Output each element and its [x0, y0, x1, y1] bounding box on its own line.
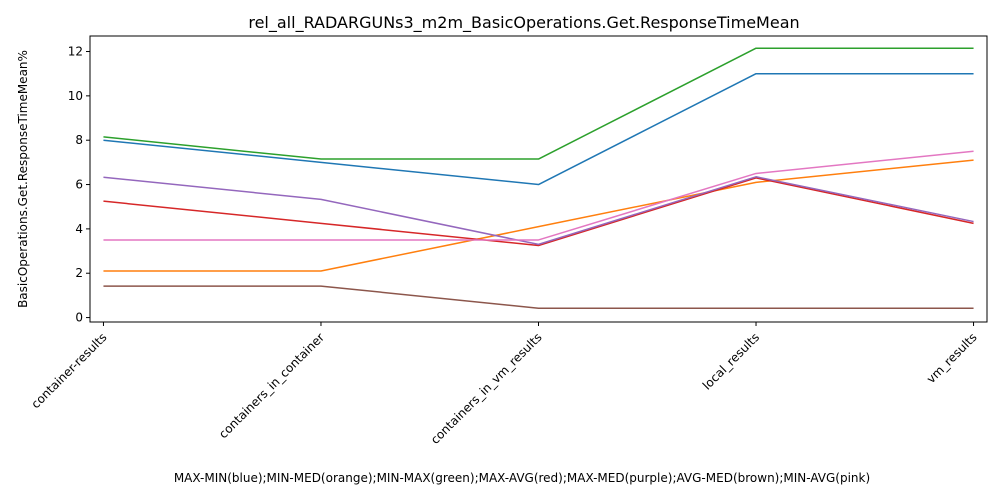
y-tick-label: 4	[75, 222, 83, 236]
series-line-6	[103, 150, 974, 241]
y-tick-label: 10	[68, 89, 83, 103]
series-lines	[103, 47, 974, 309]
x-axis-label: MAX-MIN(blue);MIN-MED(orange);MIN-MAX(gr…	[174, 471, 870, 485]
y-tick-label: 6	[75, 178, 83, 192]
y-tick-label: 2	[75, 266, 83, 280]
series-line-4	[103, 176, 974, 246]
x-tick-label: containers_in_container	[216, 330, 327, 441]
y-tick-label: 8	[75, 133, 83, 147]
y-tick-label: 12	[68, 45, 83, 59]
x-tick-label: local_results	[700, 330, 762, 392]
chart-title: rel_all_RADARGUNs3_m2m_BasicOperations.G…	[248, 13, 799, 33]
series-line-1	[103, 159, 974, 272]
series-line-2	[103, 47, 974, 160]
series-line-5	[103, 285, 974, 309]
x-tick-label: containers_in_vm_results	[428, 330, 545, 447]
series-line-0	[103, 72, 974, 186]
y-tick-label: 0	[75, 311, 83, 325]
y-axis-label: BasicOperations.Get.ResponseTimeMean%	[16, 50, 30, 308]
series-line-3	[103, 177, 974, 247]
plot-area	[89, 35, 988, 323]
x-tick-label: vm_results	[924, 330, 980, 386]
x-axis: container-results containers_in_container…	[29, 322, 980, 447]
y-axis: 0 2 4 6 8 10 12	[68, 45, 90, 325]
x-tick-label: container-results	[29, 330, 110, 411]
